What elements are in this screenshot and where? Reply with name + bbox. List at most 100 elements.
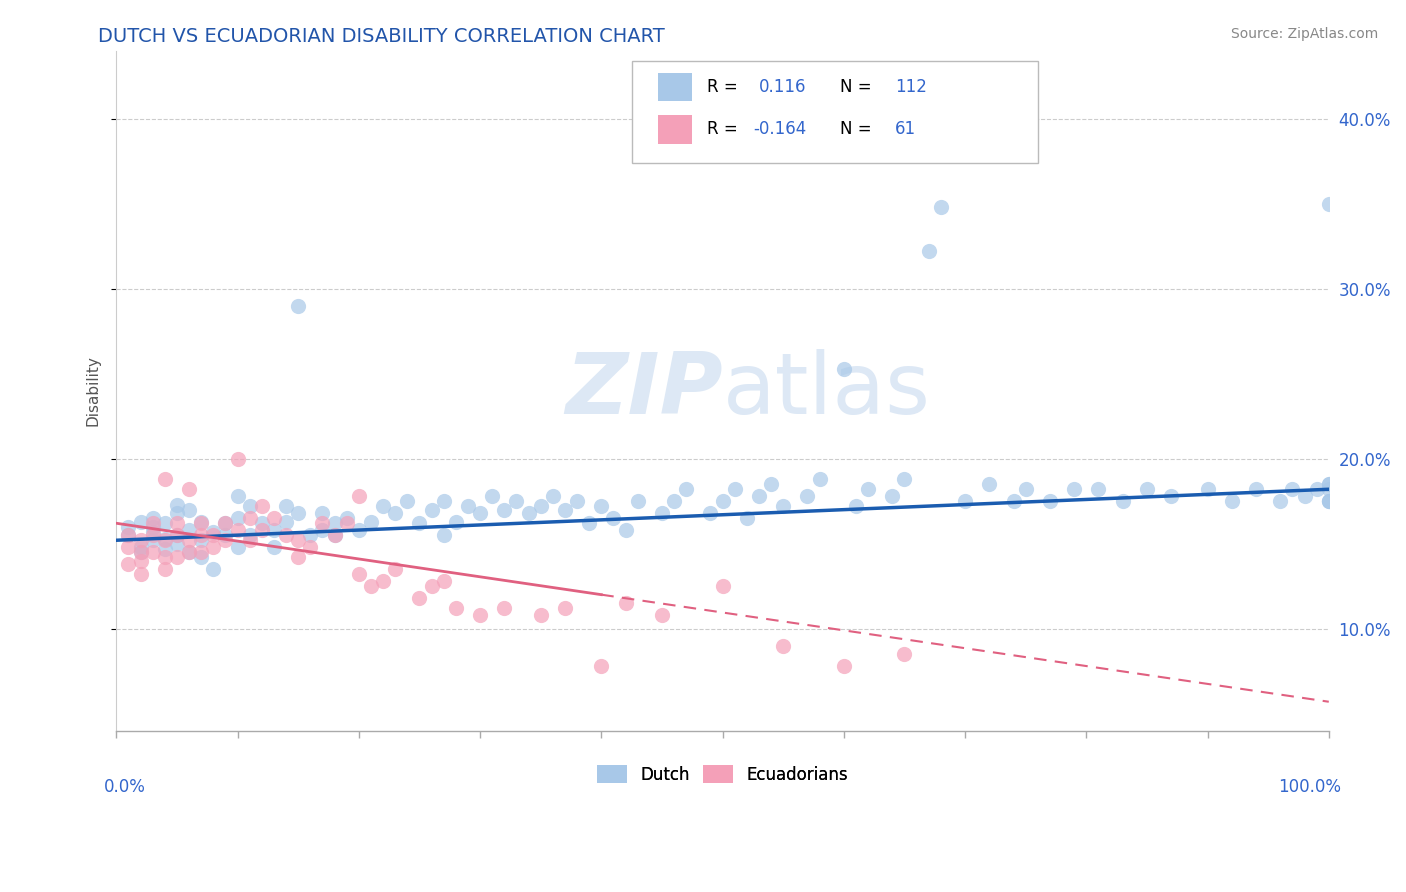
Point — [129, 545, 152, 559]
Point — [554, 502, 576, 516]
Point — [190, 516, 212, 531]
Point — [239, 500, 262, 514]
Point — [1160, 489, 1182, 503]
Point — [614, 523, 637, 537]
Text: N =: N = — [841, 78, 872, 96]
Point — [699, 506, 721, 520]
Point — [129, 533, 152, 548]
Point — [953, 494, 976, 508]
Point — [832, 361, 855, 376]
Point — [166, 528, 188, 542]
Point — [420, 579, 443, 593]
Point — [384, 562, 406, 576]
Point — [153, 533, 176, 548]
Point — [433, 574, 456, 588]
Point — [578, 516, 600, 531]
Point — [396, 494, 419, 508]
Point — [347, 489, 370, 503]
Point — [1220, 494, 1243, 508]
Text: -0.164: -0.164 — [752, 120, 806, 138]
Point — [408, 516, 430, 531]
Point — [311, 516, 333, 531]
Text: ZIP: ZIP — [565, 349, 723, 432]
Text: 100.0%: 100.0% — [1278, 778, 1341, 797]
Point — [602, 511, 624, 525]
Point — [651, 506, 673, 520]
Point — [166, 550, 188, 565]
Legend: Dutch, Ecuadorians: Dutch, Ecuadorians — [591, 759, 855, 790]
Point — [190, 550, 212, 565]
Point — [287, 299, 309, 313]
Point — [856, 482, 879, 496]
Point — [530, 500, 553, 514]
Point — [142, 519, 165, 533]
Point — [591, 500, 613, 514]
Point — [796, 489, 818, 503]
Text: Source: ZipAtlas.com: Source: ZipAtlas.com — [1230, 27, 1378, 41]
Point — [166, 528, 188, 542]
Point — [202, 562, 225, 576]
Point — [190, 515, 212, 529]
Text: N =: N = — [841, 120, 872, 138]
Point — [1317, 494, 1340, 508]
Point — [591, 659, 613, 673]
Point — [274, 500, 297, 514]
Point — [1317, 494, 1340, 508]
FancyBboxPatch shape — [658, 73, 692, 102]
Point — [166, 516, 188, 531]
Point — [845, 500, 868, 514]
Point — [1270, 494, 1292, 508]
Point — [250, 500, 273, 514]
Point — [177, 502, 200, 516]
Point — [202, 524, 225, 539]
Point — [808, 472, 831, 486]
Point — [651, 608, 673, 623]
Point — [239, 511, 262, 525]
Point — [481, 489, 503, 503]
Point — [226, 523, 249, 537]
Point — [541, 489, 564, 503]
Point — [384, 506, 406, 520]
Point — [1014, 482, 1036, 496]
Point — [129, 554, 152, 568]
Point — [226, 511, 249, 525]
Point — [1317, 482, 1340, 496]
Point — [832, 659, 855, 673]
Point — [517, 506, 540, 520]
Point — [1281, 482, 1303, 496]
FancyBboxPatch shape — [631, 61, 1038, 163]
Point — [166, 506, 188, 520]
Point — [190, 545, 212, 559]
Point — [336, 511, 359, 525]
Point — [336, 516, 359, 531]
Point — [979, 477, 1001, 491]
Point — [1136, 482, 1159, 496]
Point — [263, 523, 285, 537]
Point — [142, 528, 165, 542]
Point — [177, 523, 200, 537]
Text: 0.116: 0.116 — [759, 78, 807, 96]
Point — [614, 596, 637, 610]
Point — [117, 540, 139, 554]
Point — [457, 500, 479, 514]
Point — [263, 540, 285, 554]
Point — [360, 515, 382, 529]
Point — [250, 516, 273, 531]
Point — [1317, 196, 1340, 211]
Point — [468, 506, 491, 520]
Point — [153, 550, 176, 565]
Point — [494, 601, 516, 615]
Text: 0.0%: 0.0% — [104, 778, 146, 797]
Point — [748, 489, 770, 503]
Point — [177, 545, 200, 559]
Point — [214, 516, 236, 531]
Point — [371, 574, 394, 588]
Point — [494, 502, 516, 516]
Point — [444, 601, 467, 615]
Point — [214, 528, 236, 542]
Point — [214, 533, 236, 548]
Point — [153, 532, 176, 546]
Point — [239, 533, 262, 548]
Point — [129, 515, 152, 529]
Point — [274, 515, 297, 529]
